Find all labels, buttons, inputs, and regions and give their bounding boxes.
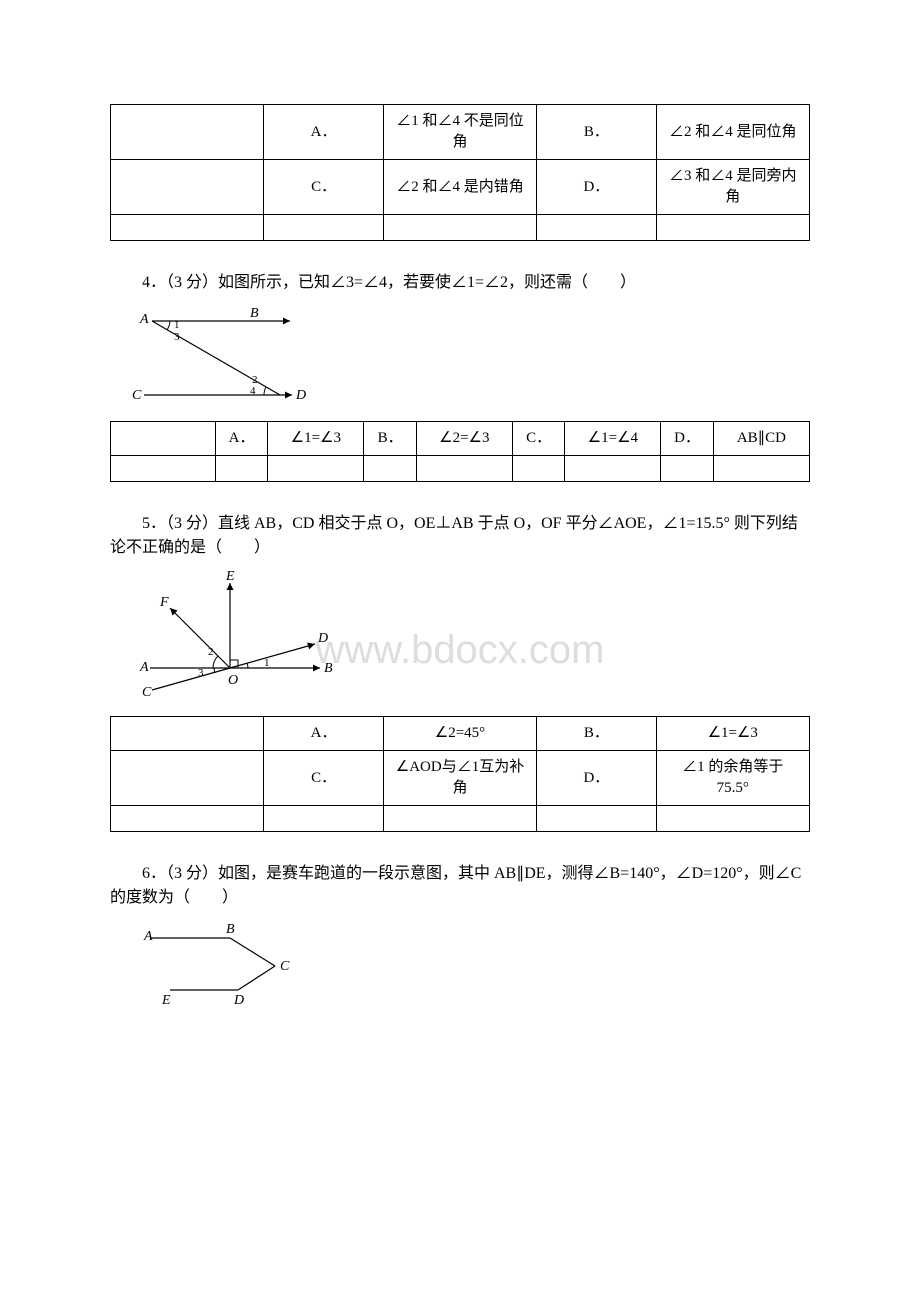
svg-text:O: O (228, 673, 238, 688)
table-row: C． ∠2 和∠4 是内错角 D． ∠3 和∠4 是同旁内角 (111, 160, 810, 215)
q5-text: 5．（3 分）直线 AB，CD 相交于点 O，OE⊥AB 于点 O，OF 平分∠… (110, 512, 810, 560)
svg-text:A: A (139, 312, 149, 327)
option-text: ∠1 和∠4 不是同位角 (383, 105, 536, 160)
table-row (111, 456, 810, 482)
table-row: C． ∠AOD与∠1互为补角 D． ∠1 的余角等于 75.5° (111, 751, 810, 806)
q6-diagram: A B C D E (130, 918, 810, 1008)
svg-text:D: D (317, 631, 328, 646)
svg-text:B: B (324, 661, 333, 676)
table-row: A． ∠2=45° B． ∠1=∠3 (111, 717, 810, 751)
svg-text:3: 3 (198, 667, 204, 679)
table-row: A． ∠1=∠3 B． ∠2=∠3 C． ∠1=∠4 D． AB∥CD (111, 422, 810, 456)
option-label: D． (537, 751, 656, 806)
svg-text:2: 2 (208, 646, 214, 658)
svg-text:4: 4 (250, 385, 256, 397)
svg-text:E: E (161, 993, 171, 1008)
option-label: A． (264, 105, 383, 160)
page-content: A． ∠1 和∠4 不是同位角 B． ∠2 和∠4 是同位角 C． ∠2 和∠4… (110, 104, 810, 1008)
svg-text:C: C (132, 388, 142, 403)
option-text: ∠AOD与∠1互为补角 (383, 751, 536, 806)
option-label: A． (264, 717, 383, 751)
svg-text:E: E (225, 569, 235, 584)
option-label: B． (537, 717, 656, 751)
svg-text:1: 1 (174, 319, 180, 331)
svg-text:D: D (233, 993, 244, 1008)
option-text: ∠2=45° (383, 717, 536, 751)
option-label: D． (537, 160, 656, 215)
svg-text:C: C (142, 685, 152, 700)
svg-text:B: B (250, 306, 259, 321)
q6-text: 6．（3 分）如图，是赛车跑道的一段示意图，其中 AB∥DE，测得∠B=140°… (110, 862, 810, 910)
table-row (111, 215, 810, 241)
q5-options-table: A． ∠2=45° B． ∠1=∠3 C． ∠AOD与∠1互为补角 D． ∠1 … (110, 716, 810, 832)
q5-diagram: E F A B C D O 1 2 3 (130, 568, 810, 708)
svg-text:A: A (139, 660, 149, 675)
option-text: ∠1=∠4 (565, 422, 661, 456)
option-text: ∠1=∠3 (656, 717, 809, 751)
option-text: AB∥CD (713, 422, 809, 456)
q4-diagram: A B C D 1 3 2 4 (130, 303, 810, 413)
option-text: ∠1=∠3 (268, 422, 364, 456)
option-label: C． (264, 160, 383, 215)
option-label: C． (264, 751, 383, 806)
option-label: C． (512, 422, 564, 456)
table-row: A． ∠1 和∠4 不是同位角 B． ∠2 和∠4 是同位角 (111, 105, 810, 160)
svg-text:D: D (295, 388, 306, 403)
table-row (111, 806, 810, 832)
q4-text: 4．（3 分）如图所示，已知∠3=∠4，若要使∠1=∠2，则还需（ ） (110, 271, 810, 295)
option-text: ∠1 的余角等于 75.5° (656, 751, 809, 806)
option-text: ∠3 和∠4 是同旁内角 (656, 160, 809, 215)
option-label: B． (537, 105, 656, 160)
svg-text:3: 3 (174, 331, 180, 343)
svg-text:C: C (280, 959, 290, 974)
q4-options-table: A． ∠1=∠3 B． ∠2=∠3 C． ∠1=∠4 D． AB∥CD (110, 421, 810, 482)
option-label: D． (661, 422, 713, 456)
svg-text:F: F (159, 595, 169, 610)
option-label: B． (364, 422, 416, 456)
option-text: ∠2 和∠4 是同位角 (656, 105, 809, 160)
option-text: ∠2=∠3 (416, 422, 512, 456)
option-label: A． (215, 422, 267, 456)
svg-text:B: B (226, 922, 235, 937)
q3-options-table: A． ∠1 和∠4 不是同位角 B． ∠2 和∠4 是同位角 C． ∠2 和∠4… (110, 104, 810, 241)
option-text: ∠2 和∠4 是内错角 (383, 160, 536, 215)
svg-text:1: 1 (264, 657, 270, 669)
svg-text:A: A (143, 929, 153, 944)
